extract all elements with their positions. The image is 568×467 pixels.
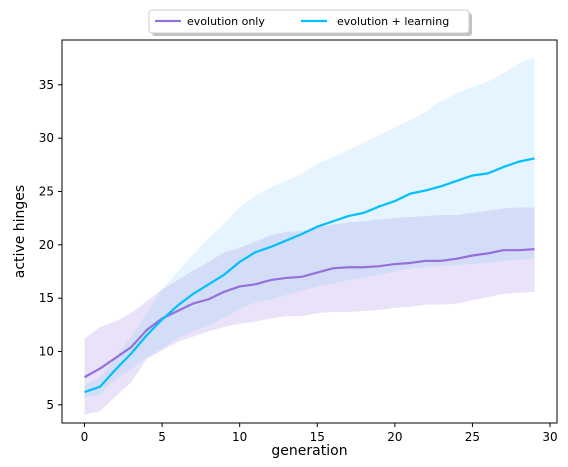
x-tick-label: 10 bbox=[232, 430, 247, 444]
y-tick-label: 15 bbox=[39, 291, 54, 305]
x-axis-label: generation bbox=[271, 443, 347, 459]
y-axis-ticks: 5 10 15 20 25 30 35 bbox=[39, 78, 62, 412]
y-tick-label: 35 bbox=[39, 78, 54, 92]
y-axis-label: active hinges bbox=[12, 185, 28, 278]
band-evolution-learning bbox=[84, 57, 535, 398]
x-tick-label: 25 bbox=[465, 430, 480, 444]
y-tick-label: 20 bbox=[39, 238, 54, 252]
legend-label-evolution-learning: evolution + learning bbox=[337, 15, 449, 28]
x-tick-label: 20 bbox=[387, 430, 402, 444]
legend: evolution only evolution + learning bbox=[148, 9, 472, 36]
x-tick-label: 5 bbox=[158, 430, 166, 444]
x-tick-label: 0 bbox=[81, 430, 89, 444]
confidence-bands bbox=[84, 57, 535, 415]
plot-frame bbox=[61, 39, 558, 424]
series-lines bbox=[83, 157, 535, 394]
x-tick-label: 30 bbox=[542, 430, 557, 444]
y-tick-label: 5 bbox=[46, 398, 54, 412]
x-axis-ticks: 0 5 10 15 20 25 30 bbox=[81, 423, 558, 444]
line-evolution-only bbox=[83, 248, 535, 379]
y-tick-label: 30 bbox=[39, 131, 54, 145]
legend-label-evolution-only: evolution only bbox=[187, 15, 265, 28]
band-evolution-only bbox=[84, 207, 535, 415]
y-tick-label: 10 bbox=[39, 345, 54, 359]
y-tick-label: 25 bbox=[39, 184, 54, 198]
x-tick-label: 15 bbox=[310, 430, 325, 444]
line-evolution-learning bbox=[84, 157, 535, 394]
